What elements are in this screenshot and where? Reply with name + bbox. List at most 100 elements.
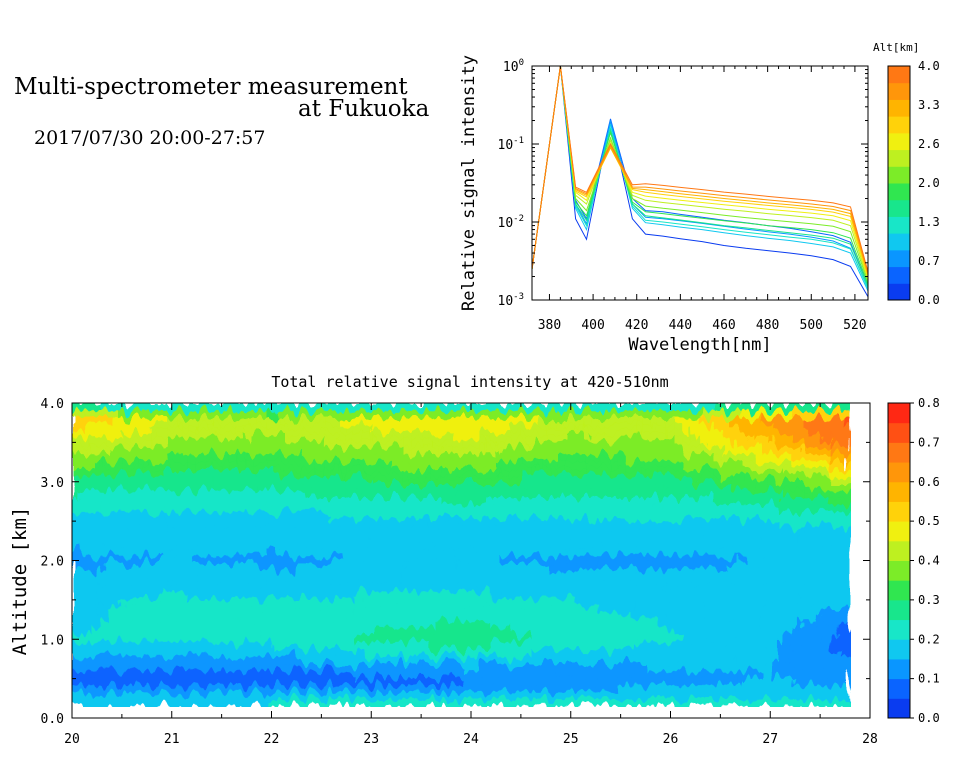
heatmap-cell: [713, 489, 725, 498]
heatmap-cell: [72, 489, 83, 498]
heatmap-cell: [577, 691, 589, 700]
heatmap-cell: [830, 569, 841, 577]
heatmap-cell: [91, 684, 102, 693]
heatmap-cell: [723, 424, 734, 433]
heatmap-cell: [217, 662, 229, 671]
heatmap-cell: [363, 576, 375, 585]
heatmap-cell: [324, 641, 336, 650]
heatmap-cell: [704, 626, 715, 635]
heatmap-cell: [568, 670, 579, 678]
heatmap-cell: [606, 612, 618, 621]
heatmap-cell: [169, 612, 180, 621]
heatmap-cell: [72, 576, 83, 585]
heatmap-cell: [743, 576, 754, 585]
heatmap-cell: [811, 475, 822, 484]
heatmap-cell: [791, 424, 803, 433]
heatmap-cell: [743, 597, 754, 606]
heatmap-cell: [315, 619, 326, 628]
heatmap-cell: [529, 648, 540, 657]
heatmap-cell: [140, 655, 151, 664]
heatmap-cell: [285, 446, 297, 455]
heatmap-cell: [402, 670, 413, 678]
heatmap-cell: [529, 597, 540, 606]
heatmap-cell: [363, 698, 375, 707]
heatmap-cell: [431, 677, 443, 686]
heatmap-cell: [208, 648, 219, 657]
heatmap-cell: [655, 518, 666, 527]
heatmap-cell: [519, 504, 530, 512]
heatmap-cell: [684, 424, 696, 433]
heatmap-cell: [480, 504, 491, 512]
heatmap-cell: [509, 547, 520, 556]
heatmap-cell: [490, 576, 501, 585]
heatmap-cell: [499, 511, 511, 520]
heatmap-cell: [140, 684, 151, 693]
heatmap-cell: [285, 511, 297, 520]
heatmap-cell: [266, 670, 277, 678]
heatmap-cell: [188, 670, 200, 678]
heatmap-cell: [217, 540, 229, 548]
heatmap-cell: [801, 410, 812, 419]
heatmap-cell: [626, 417, 637, 426]
heatmap-cell: [91, 511, 102, 520]
heatmap-colorbar-tick-label: 0.6: [918, 475, 940, 489]
heatmap-cell: [733, 511, 744, 520]
heatmap-cell: [830, 547, 841, 556]
heatmap-cell: [188, 424, 200, 433]
heatmap-cell: [383, 489, 394, 498]
heatmap-cell: [285, 453, 297, 462]
heatmap-cell: [149, 489, 161, 498]
heatmap-cell: [363, 655, 375, 664]
heatmap-cell: [558, 655, 569, 664]
heatmap-cell: [752, 605, 764, 613]
heatmap-cell: [840, 460, 851, 469]
heatmap-cell: [324, 655, 336, 664]
heatmap-cell: [538, 626, 550, 635]
heatmap-cell: [811, 460, 822, 469]
heatmap-cell: [461, 453, 472, 462]
heatmap-cell: [684, 417, 696, 426]
heatmap-cell: [441, 467, 452, 476]
heatmap-cell: [752, 424, 764, 433]
heatmap-cell: [266, 504, 277, 512]
heatmap-cell: [490, 482, 501, 491]
heatmap-cell: [684, 511, 696, 520]
heatmap-cell: [733, 446, 744, 455]
heatmap-cell: [237, 684, 248, 693]
heatmap-cell: [791, 446, 803, 455]
heatmap-cell: [587, 467, 598, 476]
heatmap-cell: [130, 482, 141, 491]
heatmap-cell: [227, 569, 238, 577]
heatmap-cell: [451, 569, 462, 577]
heatmap-cell: [227, 655, 238, 664]
heatmap-cell: [120, 525, 131, 534]
heatmap-cell: [568, 554, 579, 563]
heatmap-cell: [752, 554, 764, 563]
heatmap-cell: [120, 424, 131, 433]
heatmap-cell: [101, 489, 112, 498]
heatmap-cell: [820, 561, 832, 570]
heatmap-cell: [72, 525, 83, 534]
heatmap-axis-ticks: 20 21 22 23 24 25 26 27 280.01.02.03.04.0: [41, 397, 878, 747]
heatmap-cell: [840, 684, 851, 693]
heatmap-cell: [363, 619, 375, 628]
heatmap-cell: [791, 547, 803, 556]
heatmap-cell: [110, 525, 122, 534]
heatmap-cell: [752, 662, 764, 671]
heatmap-cell: [499, 576, 511, 585]
heatmap-cell: [811, 504, 822, 512]
heatmap-cell: [529, 403, 540, 411]
heatmap-cell: [645, 634, 657, 642]
heatmap-cell: [548, 597, 559, 606]
heatmap-cell: [101, 424, 112, 433]
heatmap-cell: [772, 684, 783, 693]
heatmap-cell: [159, 619, 170, 628]
heatmap-cell: [451, 403, 462, 411]
heatmap-cell: [305, 540, 316, 548]
heatmap-cell: [499, 525, 511, 534]
heatmap-cell: [169, 547, 180, 556]
heatmap-cell: [159, 496, 170, 505]
heatmap-cell: [237, 634, 248, 642]
heatmap-cell: [655, 597, 666, 606]
heatmap-cell: [548, 547, 559, 556]
